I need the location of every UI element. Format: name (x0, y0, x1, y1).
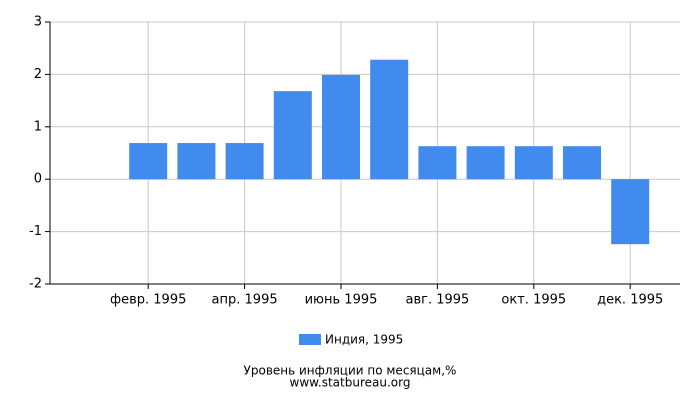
legend-label: Индия, 1995 (325, 333, 403, 347)
x-tick-label: июнь 1995 (305, 293, 378, 308)
bar (129, 143, 168, 180)
bar (563, 146, 601, 180)
x-tick-label: апр. 1995 (212, 293, 278, 308)
chart-subtitle: www.statbureau.org (290, 376, 411, 390)
bar (466, 146, 505, 180)
y-tick-label: 3 (34, 15, 42, 30)
bar (370, 59, 409, 180)
bar (322, 74, 360, 180)
bar (177, 143, 216, 180)
x-tick-label: окт. 1995 (501, 293, 566, 308)
bar (273, 91, 312, 180)
bar (611, 179, 650, 245)
legend-swatch (299, 334, 321, 345)
bar (418, 146, 457, 180)
x-tick-label: февр. 1995 (110, 293, 186, 308)
bar (514, 146, 553, 180)
y-tick-label: -1 (29, 224, 42, 239)
y-tick-label: 0 (34, 172, 42, 187)
y-tick-label: 1 (34, 119, 42, 134)
bar (225, 143, 264, 180)
chart-title: Уровень инфляции по месяцам,% (244, 364, 457, 378)
x-tick-label: авг. 1995 (405, 293, 469, 308)
x-tick-label: дек. 1995 (597, 293, 663, 308)
y-tick-label: -2 (29, 277, 42, 292)
y-tick-label: 2 (34, 67, 42, 82)
